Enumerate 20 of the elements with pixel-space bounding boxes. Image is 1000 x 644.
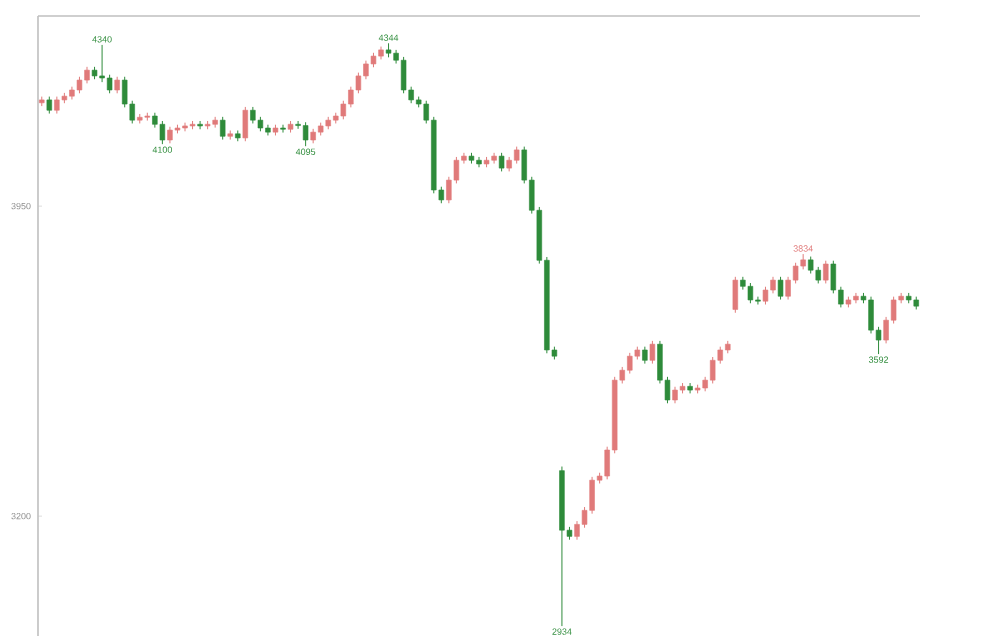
candlestick: [491, 152, 497, 165]
candlestick: [649, 340, 656, 365]
candlestick: [732, 276, 739, 314]
candlestick: [747, 282, 754, 304]
candlestick: [868, 296, 874, 334]
candlestick: [400, 56, 407, 94]
candlestick: [777, 276, 784, 301]
candlestick: [687, 382, 693, 394]
candlestick: [853, 292, 859, 304]
candlestick: [498, 152, 505, 172]
candlestick: [106, 74, 113, 94]
candlestick: [242, 106, 249, 142]
candlestick: [627, 352, 633, 375]
candlestick: [823, 260, 829, 284]
candlestick: [159, 120, 166, 145]
candlestick: [709, 356, 716, 384]
candlestick: [476, 156, 482, 168]
candlestick: [302, 121, 309, 147]
candlestick: [219, 116, 226, 141]
candlestick: [99, 44, 105, 83]
